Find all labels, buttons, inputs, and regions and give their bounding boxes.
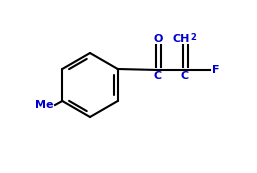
Text: C: C: [154, 71, 162, 81]
Text: CH: CH: [172, 34, 190, 44]
Text: C: C: [181, 71, 189, 81]
Text: 2: 2: [190, 33, 196, 42]
Text: O: O: [153, 34, 163, 44]
Text: F: F: [212, 65, 219, 75]
Text: Me: Me: [34, 100, 53, 110]
